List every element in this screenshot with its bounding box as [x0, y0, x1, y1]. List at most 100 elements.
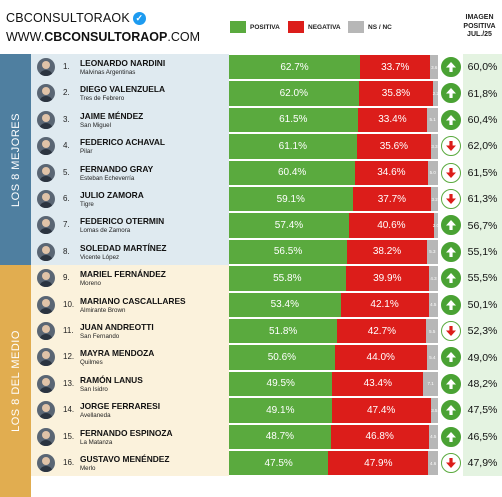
- bar-nsnc-label: 3.2: [431, 196, 438, 202]
- rank: 4.: [63, 141, 70, 151]
- bar-positiva: 50.6%: [229, 345, 335, 370]
- bar-negativa: 35.8%: [358, 81, 434, 106]
- section-label-top-8-text: LOS 8 MEJORES: [9, 112, 22, 207]
- table-row: 14. JORGE FERRARESI Avellaneda 49.1% 47.4% 3.…: [31, 397, 502, 424]
- bar-positiva-label: 47.5%: [264, 457, 293, 469]
- table-row: 15. FERNANDO ESPINOZA La Matanza 48.7% 46.8%…: [31, 423, 502, 450]
- bar-negativa: 33.4%: [357, 107, 428, 133]
- municipality: Tres de Febrero: [80, 95, 125, 103]
- bar-negativa-label: 39.9%: [373, 272, 402, 284]
- candidate-name: LEONARDO NARDINI: [80, 58, 166, 68]
- arrow-glyph: [446, 405, 456, 416]
- bar-nsnc: 3.3: [431, 134, 438, 159]
- bar-negativa-label: 33.4%: [378, 114, 407, 126]
- header: CBCONSULTORAOK ✓ WWW.CBCONSULTORAOP.COM …: [0, 0, 502, 54]
- rank: 6.: [63, 194, 70, 203]
- municipality: Tigre: [80, 201, 94, 208]
- bar-positiva-label: 60.4%: [277, 167, 307, 179]
- image-value: 61,8%: [463, 80, 502, 107]
- avatar: [37, 454, 55, 472]
- arrow-glyph: [446, 88, 456, 99]
- arrow-up-icon: [441, 268, 461, 289]
- bar-nsnc-label: 2.2: [432, 91, 439, 97]
- bar-negativa-label: 37.7%: [377, 193, 407, 205]
- bar-nsnc: 4.5: [428, 424, 438, 449]
- table-row: 9. MARIEL FERNÁNDEZ Moreno 55.8% 39.9% 4.3 55,…: [31, 265, 502, 292]
- candidate-name: JUAN ANDREOTTI: [80, 322, 154, 332]
- bar-negativa-label: 40.6%: [377, 220, 406, 232]
- table-row: 2. DIEGO VALENZUELA Tres de Febrero 62.0% 35…: [31, 80, 502, 107]
- bar-nsnc: 3.5: [430, 398, 438, 423]
- candidate-name: GUSTAVO MENÉNDEZ: [80, 454, 170, 464]
- arrow-up-icon: [441, 57, 461, 77]
- bar-positiva-label: 51.8%: [268, 325, 298, 337]
- bar-positiva: 51.8%: [229, 319, 338, 344]
- candidate-name: MARIANO CASCALLARES: [80, 295, 186, 306]
- candidate-name: FEDERICO OTERMIN: [80, 216, 165, 227]
- bar-nsnc-label: 2.0: [432, 223, 440, 229]
- stacked-bar: 62.0% 35.8% 2.2: [229, 81, 439, 106]
- rank: 5.: [63, 167, 70, 177]
- arrow-glyph: [446, 299, 456, 310]
- avatar: [37, 110, 55, 129]
- arrow-glyph: [446, 246, 456, 257]
- legend-label-positiva: POSITIVA: [250, 23, 280, 31]
- municipality: Moreno: [80, 280, 101, 288]
- bar-negativa: 37.7%: [352, 187, 432, 212]
- avatar: [37, 374, 55, 393]
- avatar: [37, 58, 55, 76]
- avatar: [37, 295, 55, 314]
- row-background: [31, 186, 229, 213]
- bar-positiva: 47.5%: [229, 451, 329, 476]
- rank: 7.: [63, 220, 70, 230]
- stacked-bar: 49.1% 47.4% 3.5: [229, 398, 438, 423]
- bar-negativa: 44.0%: [334, 345, 427, 370]
- avatar: [37, 216, 55, 235]
- bar-positiva-label: 49.5%: [266, 378, 295, 390]
- table-row: 10. MARIANO CASCALLARES Almirante Brown 53.…: [31, 291, 502, 318]
- bar-positiva-label: 55.8%: [273, 272, 302, 284]
- table-row: 16. GUSTAVO MENÉNDEZ Merlo 47.5% 47.9% 4.6 47,…: [31, 450, 502, 477]
- rank: 10.: [63, 299, 75, 309]
- bar-positiva-label: 62.7%: [280, 61, 309, 73]
- image-value: 50,1%: [463, 291, 502, 318]
- rank: 13.: [63, 378, 75, 388]
- image-col-line-3: JUL./25: [467, 31, 492, 38]
- bar-nsnc-label: 7.1: [427, 381, 434, 387]
- table-row: 7. FEDERICO OTERMIN Lomas de Zamora 57.4% 40…: [31, 212, 502, 239]
- stacked-bar: 47.5% 47.9% 4.6: [229, 451, 438, 476]
- avatar: [37, 137, 55, 156]
- bar-nsnc: 4.5: [428, 292, 438, 317]
- section-middle-8: LOS 8 DEL MEDIO: [0, 265, 31, 497]
- avatar: [37, 190, 55, 208]
- bar-nsnc: 7.1: [423, 371, 438, 397]
- stacked-bar: 55.8% 39.9% 4.3: [229, 266, 438, 291]
- table-row: 1. LEONARDO NARDINI Malvinas Argentinas 62.…: [31, 54, 502, 81]
- arrow-glyph: [446, 141, 456, 152]
- row-background: [31, 212, 229, 239]
- table-row: 6. JULIO ZAMORA Tigre 59.1% 37.7% 3.2 61,3%: [31, 186, 502, 213]
- table-row: 13. RAMÓN LANUS San Isidro 49.5% 43.4% 7.1 48,…: [31, 370, 502, 398]
- row-background: [31, 133, 229, 160]
- candidate-name: FERNANDO ESPINOZA: [80, 427, 173, 438]
- row-background: [31, 265, 229, 292]
- website: WWW.CBCONSULTORAOP.COM: [6, 30, 200, 44]
- arrow-up-icon: [441, 426, 461, 447]
- row-background: [31, 450, 229, 477]
- stacked-bar: 56.5% 38.2% 5.3: [229, 239, 438, 265]
- arrow-down-icon: [441, 321, 461, 341]
- bar-nsnc-label: 5.4: [429, 355, 436, 361]
- arrow-glyph: [446, 62, 456, 72]
- site-prefix: WWW.: [6, 30, 45, 44]
- table-row: 11. JUAN ANDREOTTI San Fernando 51.8% 42.7% 5…: [31, 318, 502, 345]
- row-background: [31, 423, 229, 450]
- municipality: Esteban Echeverría: [80, 174, 135, 182]
- bar-negativa: 33.7%: [360, 55, 431, 80]
- bar-nsnc: 3.6: [430, 55, 438, 80]
- image-value: 48,2%: [463, 370, 502, 398]
- table-row: 3. JAIME MÉNDEZ San Miguel 61.5% 33.4% 5.1 60,…: [31, 106, 502, 134]
- bar-nsnc-label: 4.5: [430, 434, 437, 440]
- rank: 15.: [63, 431, 75, 441]
- bar-positiva-label: 56.5%: [273, 246, 303, 258]
- bar-nsnc-label: 5.0: [429, 170, 436, 176]
